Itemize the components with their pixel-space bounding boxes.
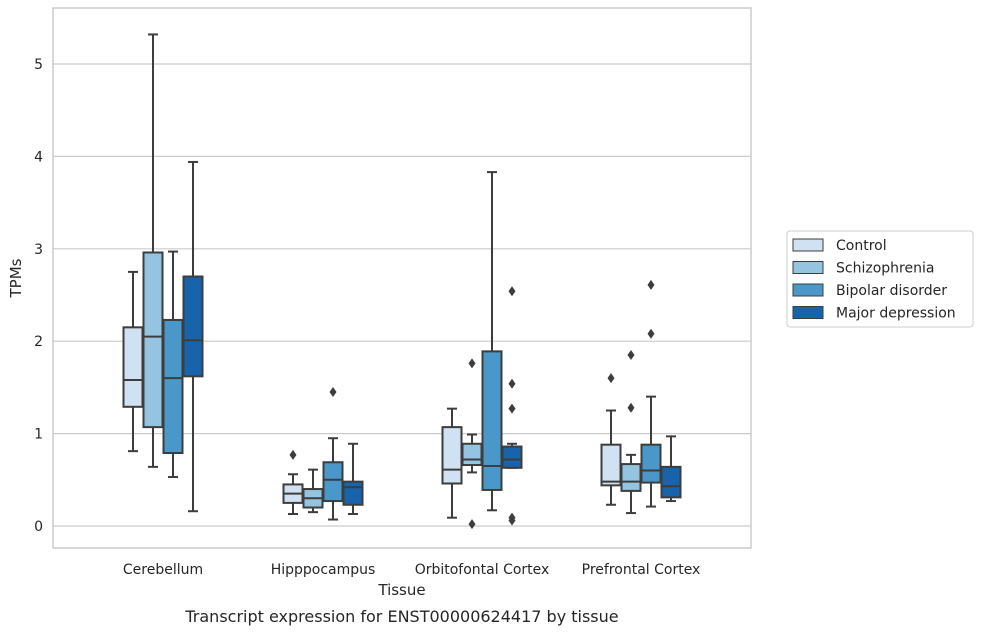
outlier-point: [627, 402, 635, 413]
box-body: [600, 443, 622, 487]
plot-background: [53, 8, 751, 548]
outlier-point: [508, 403, 516, 414]
box-body: [461, 442, 483, 467]
y-tick-label-0: 0: [34, 519, 43, 535]
legend-label-1: Schizophrenia: [836, 261, 934, 277]
outlier-point: [329, 387, 337, 398]
outlier-point: [607, 373, 615, 384]
outlier-point: [468, 358, 476, 369]
box-1-2: [461, 358, 483, 530]
x-tick-label-3: Prefrontal Cortex: [582, 562, 701, 578]
box-body: [501, 445, 523, 469]
y-axis-label: TPMs: [7, 258, 25, 298]
plot-frame: [52, 7, 752, 549]
legend-swatch-2: [792, 283, 824, 297]
legend-label-2: Bipolar disorder: [836, 283, 947, 299]
outlier-point: [508, 512, 516, 523]
x-tick-label-1: Hipppocampus: [271, 562, 376, 578]
outlier-point: [647, 279, 655, 290]
box-1-1: [302, 468, 324, 514]
box-2-3: [640, 279, 662, 508]
outlier-point: [627, 350, 635, 361]
legend-label-3: Major depression: [836, 306, 956, 322]
box-body: [441, 426, 463, 485]
legend-swatch-0: [792, 238, 824, 252]
y-tick-label-2: 2: [34, 334, 43, 350]
box-body: [481, 350, 503, 491]
box-2-0: [162, 250, 184, 479]
x-tick-label-0: Cerebellum: [123, 562, 203, 578]
box-body: [122, 326, 144, 408]
box-body: [322, 461, 344, 503]
outlier-point: [508, 286, 516, 297]
box-3-2: [501, 286, 523, 526]
outlier-point: [289, 449, 297, 460]
box-3-0: [182, 160, 204, 513]
box-2-2: [481, 171, 503, 512]
boxes-layer: [122, 33, 682, 530]
x-tick-label-2: Orbitofontal Cortex: [415, 562, 550, 578]
box-0-0: [122, 270, 144, 453]
legend: Control Schizophrenia Bipolar disorder Majo…: [786, 230, 974, 328]
y-tick-labels: 0 1 2 3 4 5: [34, 57, 43, 535]
box-3-1: [342, 442, 364, 515]
outlier-point: [468, 519, 476, 530]
box-body: [142, 251, 164, 429]
outlier-point: [647, 328, 655, 339]
y-tick-label-5: 5: [34, 57, 43, 73]
box-3-3: [660, 435, 682, 503]
x-tick-labels: Cerebellum Hipppocampus Orbitofontal Corte…: [123, 562, 700, 578]
box-body: [640, 443, 662, 484]
chart-caption: Transcript expression for ENST0000062441…: [184, 607, 618, 626]
box-0-2: [441, 407, 463, 519]
y-tick-label-4: 4: [34, 149, 43, 165]
legend-frame: [786, 230, 974, 328]
box-body: [620, 463, 642, 492]
legend-swatch-1: [792, 261, 824, 274]
box-body: [182, 275, 204, 378]
legend-label-0: Control: [836, 238, 887, 254]
y-tick-label-3: 3: [34, 242, 43, 258]
box-body: [660, 465, 682, 499]
outlier-point: [508, 378, 516, 389]
box-2-1: [322, 387, 344, 521]
legend-swatch-3: [792, 306, 824, 319]
box-body: [162, 318, 184, 455]
x-axis-label: Tissue: [377, 581, 425, 599]
box-body: [342, 480, 364, 506]
y-tick-label-1: 1: [34, 427, 43, 443]
